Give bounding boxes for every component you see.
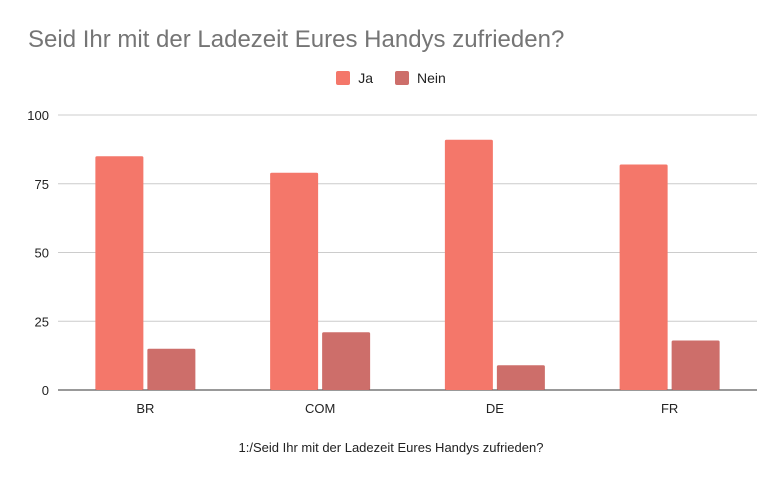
bar-ja-com[interactable]	[270, 172, 319, 390]
y-tick-label: 25	[35, 314, 49, 329]
legend-label-ja: Ja	[358, 70, 373, 86]
bar-ja-br[interactable]	[95, 156, 144, 390]
bar-nein-com[interactable]	[322, 332, 371, 390]
bar-nein-br[interactable]	[147, 348, 196, 390]
legend-swatch-ja	[336, 71, 351, 85]
bar-ja-fr[interactable]	[619, 164, 668, 391]
legend-item-ja[interactable]: Ja	[336, 70, 373, 86]
x-axis-title: 1:/Seid Ihr mit der Ladezeit Eures Handy…	[238, 440, 544, 455]
bar-nein-de[interactable]	[496, 365, 545, 390]
y-tick-label: 75	[35, 177, 49, 192]
x-tick-label: COM	[305, 401, 335, 416]
y-tick-label: 0	[42, 383, 49, 398]
legend: Ja Nein	[0, 70, 782, 86]
x-tick-label: DE	[486, 401, 504, 416]
legend-swatch-nein	[395, 71, 409, 85]
y-tick-label: 100	[27, 108, 49, 123]
legend-label-nein: Nein	[417, 70, 446, 86]
legend-item-nein[interactable]: Nein	[395, 70, 446, 86]
x-tick-label: FR	[661, 401, 678, 416]
bar-ja-de[interactable]	[444, 139, 493, 390]
x-tick-label: BR	[136, 401, 154, 416]
bar-nein-fr[interactable]	[671, 340, 720, 391]
chart-title: Seid Ihr mit der Ladezeit Eures Handys z…	[28, 26, 565, 53]
y-tick-label: 50	[35, 246, 49, 261]
